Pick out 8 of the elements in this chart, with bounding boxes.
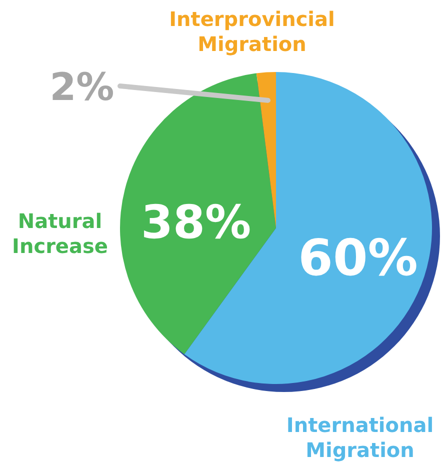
data-label: 2% [50,65,114,109]
slice-label: Natural Increase [12,209,108,258]
data-label: 60% [298,229,418,287]
data-label: 38% [140,195,252,249]
pie-slice [256,72,276,228]
slice-label: International Migration [286,413,434,462]
pie-slice [120,73,276,354]
slice-label: Interprovincial Migration [169,7,335,56]
